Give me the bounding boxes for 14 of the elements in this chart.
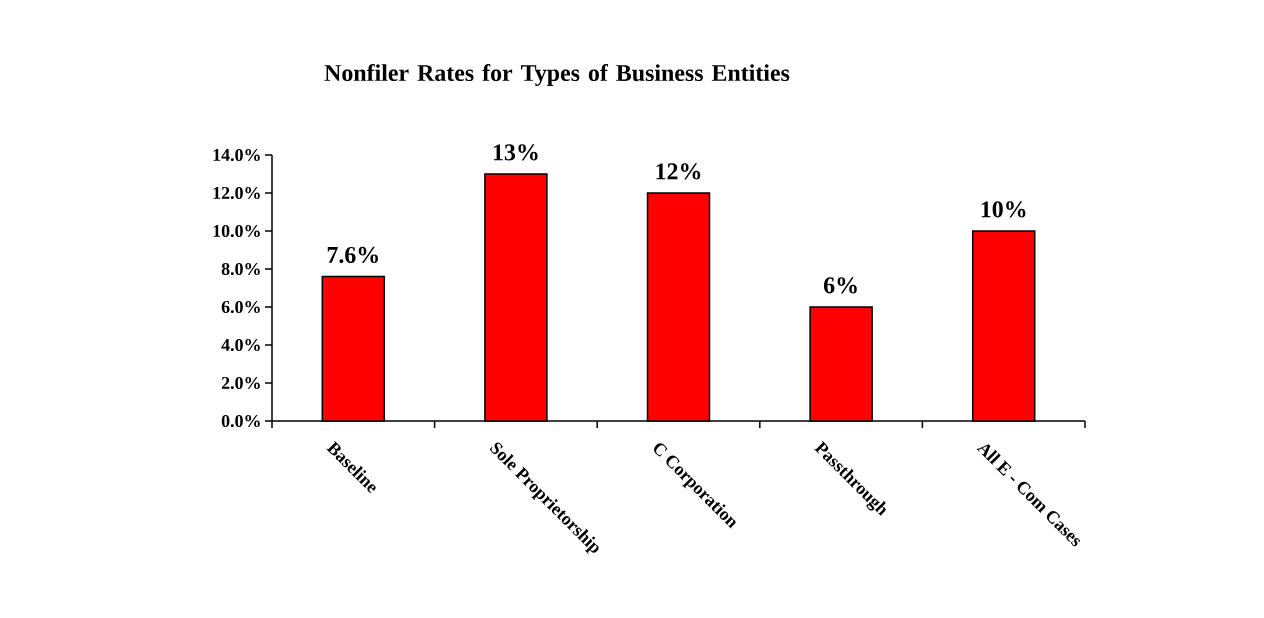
y-tick-label: 8.0%	[221, 262, 260, 276]
y-tick-label: 4.0%	[221, 338, 260, 352]
y-tick-label: 2.0%	[221, 376, 260, 390]
chart-title: Nonfiler Rates for Types of Business Entities	[324, 64, 790, 86]
y-tick-label: 0.0%	[221, 414, 260, 428]
data-label: 7.6%	[327, 246, 378, 264]
y-tick-label: 6.0%	[221, 300, 260, 314]
data-label: 10%	[981, 201, 1026, 218]
data-label: 12%	[656, 163, 701, 180]
y-tick-label: 14.0%	[213, 148, 260, 162]
y-tick-label: 12.0%	[213, 186, 260, 200]
data-label: 6%	[823, 277, 857, 294]
data-label: 13%	[493, 144, 538, 161]
y-tick-label: 10.0%	[213, 224, 260, 238]
